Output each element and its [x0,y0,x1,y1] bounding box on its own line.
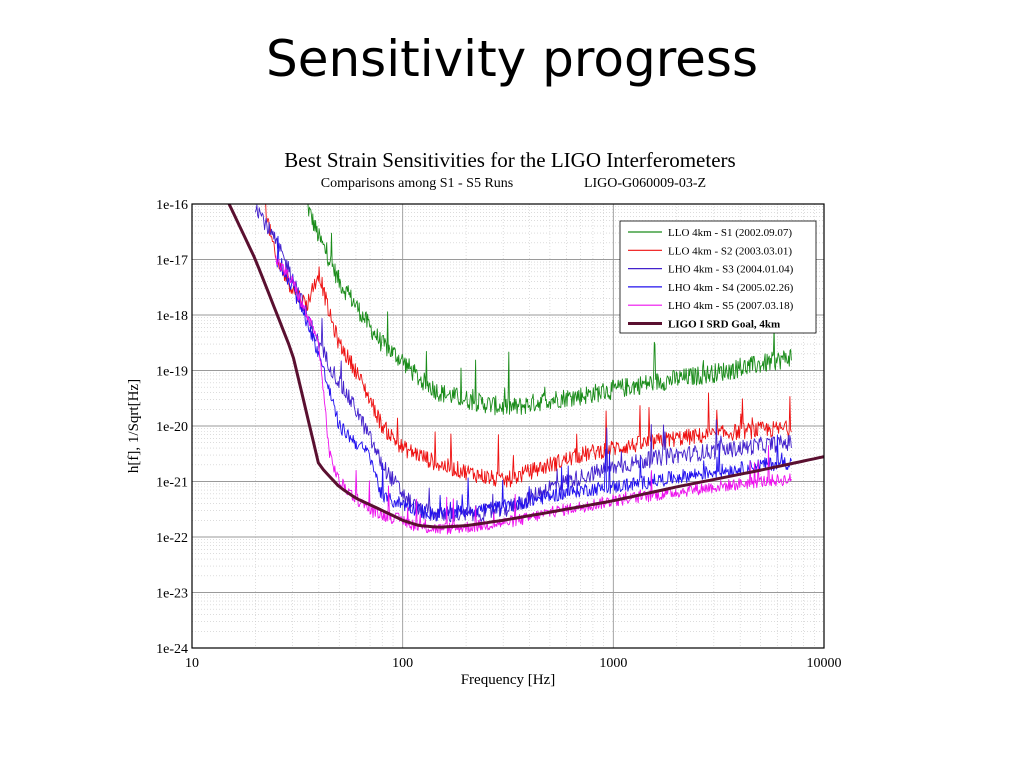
x-tick-label: 100 [392,656,413,671]
chart-title: Best Strain Sensitivities for the LIGO I… [284,148,735,172]
legend-entry: LIGO I SRD Goal, 4km [668,319,780,331]
y-tick-label: 1e-18 [156,309,188,324]
legend-entry: LLO 4km - S2 (2003.03.01) [668,245,792,257]
legend-box [619,220,817,334]
chart-doc-id: LIGO-G060009-03-Z [584,176,706,191]
series-line-6 [227,204,824,529]
x-axis-label: Frequency [Hz] [461,672,556,688]
y-tick-label: 1e-21 [156,476,188,491]
series-layer [227,204,824,535]
y-tick-label: 1e-16 [156,198,188,213]
x-tick-label: 10000 [807,656,842,671]
series-line-1 [307,204,792,416]
series-line-2 [265,204,792,488]
y-axis-label: h[f], 1/Sqrt[Hz] [126,379,142,473]
x-tick-label: 1000 [599,656,627,671]
plot-frame [191,203,825,649]
x-tick-label: 10 [185,656,199,671]
tick-labels: 10 100 1000 10000 1e-16 1e-17 1e-18 1e-19 1e-20 1… [156,198,841,671]
legend-entry: LHO 4km - S4 (2005.02.26) [668,282,794,294]
y-tick-label: 1e-23 [156,587,188,602]
y-tick-label: 1e-19 [156,365,188,380]
legend: LLO 4km - S1 (2002.09.07) LLO 4km - S2 (2… [619,220,817,334]
y-tick-label: 1e-22 [156,531,188,546]
series-line-4 [275,235,792,522]
legend-entry: LHO 4km - S5 (2007.03.18) [668,300,794,312]
chart-subtitle: Comparisons among S1 - S5 Runs [321,176,514,191]
y-tick-label: 1e-24 [156,642,188,657]
slide-title: Sensitivity progress [265,30,759,88]
series-line-3 [254,204,792,523]
legend-entry: LLO 4km - S1 (2002.09.07) [668,227,792,239]
legend-entry: LHO 4km - S3 (2004.01.04) [668,264,794,276]
y-tick-label: 1e-17 [156,254,188,269]
y-tick-label: 1e-20 [156,420,188,435]
